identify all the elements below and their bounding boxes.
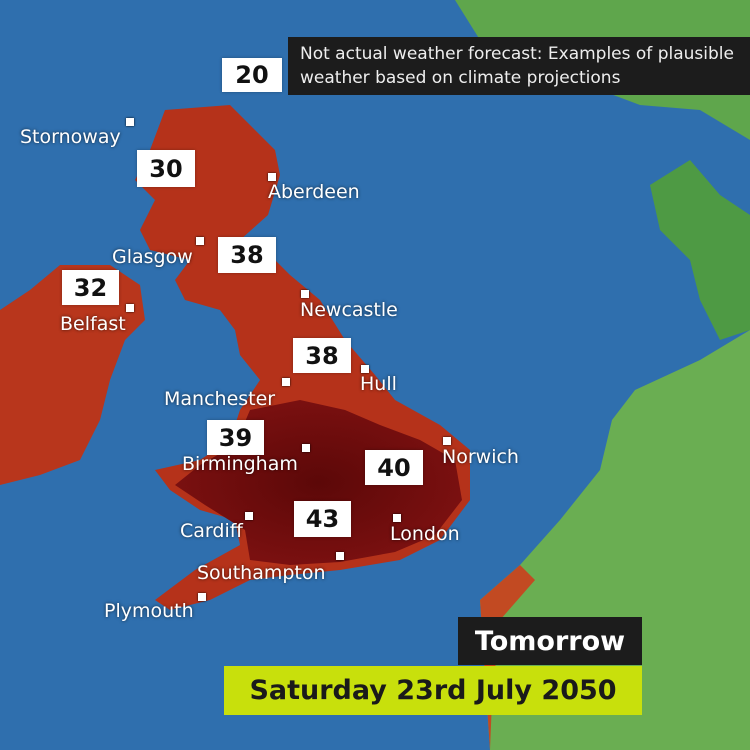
temperature-badge: 32 — [62, 270, 119, 305]
city-marker — [361, 365, 369, 373]
city-marker — [302, 444, 310, 452]
city-label-belfast: Belfast — [60, 313, 126, 335]
city-marker — [126, 118, 134, 126]
day-label: Tomorrow — [458, 617, 642, 665]
city-marker — [268, 173, 276, 181]
city-label-london: London — [390, 523, 460, 545]
city-label-plymouth: Plymouth — [104, 600, 194, 622]
city-label-newcastle: Newcastle — [300, 299, 398, 321]
city-label-aberdeen: Aberdeen — [268, 181, 360, 203]
temperature-badge: 40 — [365, 450, 423, 485]
city-marker — [443, 437, 451, 445]
city-marker — [282, 378, 290, 386]
ireland — [0, 265, 145, 485]
temperature-badge: 43 — [294, 501, 351, 537]
temperature-badge: 38 — [293, 338, 351, 373]
temperature-badge: 39 — [207, 420, 264, 455]
city-marker — [245, 512, 253, 520]
temperature-badge: 30 — [137, 150, 195, 187]
city-label-stornoway: Stornoway — [20, 126, 121, 148]
temperature-badge: 20 — [222, 58, 282, 92]
city-label-norwich: Norwich — [442, 446, 519, 468]
city-marker — [126, 304, 134, 312]
city-marker — [198, 593, 206, 601]
disclaimer-banner: Not actual weather forecast: Examples of… — [288, 37, 750, 95]
city-marker — [336, 552, 344, 560]
city-marker — [393, 514, 401, 522]
city-label-manchester: Manchester — [164, 388, 276, 410]
city-marker — [196, 237, 204, 245]
date-banner: Saturday 23rd July 2050 — [224, 666, 642, 715]
city-label-glasgow: Glasgow — [112, 246, 193, 268]
temperature-badge: 38 — [218, 237, 276, 273]
city-label-southampton: Southampton — [197, 562, 326, 584]
city-label-cardiff: Cardiff — [180, 520, 243, 542]
city-label-hull: Hull — [360, 373, 397, 395]
city-marker — [301, 290, 309, 298]
city-label-birmingham: Birmingham — [182, 453, 298, 475]
